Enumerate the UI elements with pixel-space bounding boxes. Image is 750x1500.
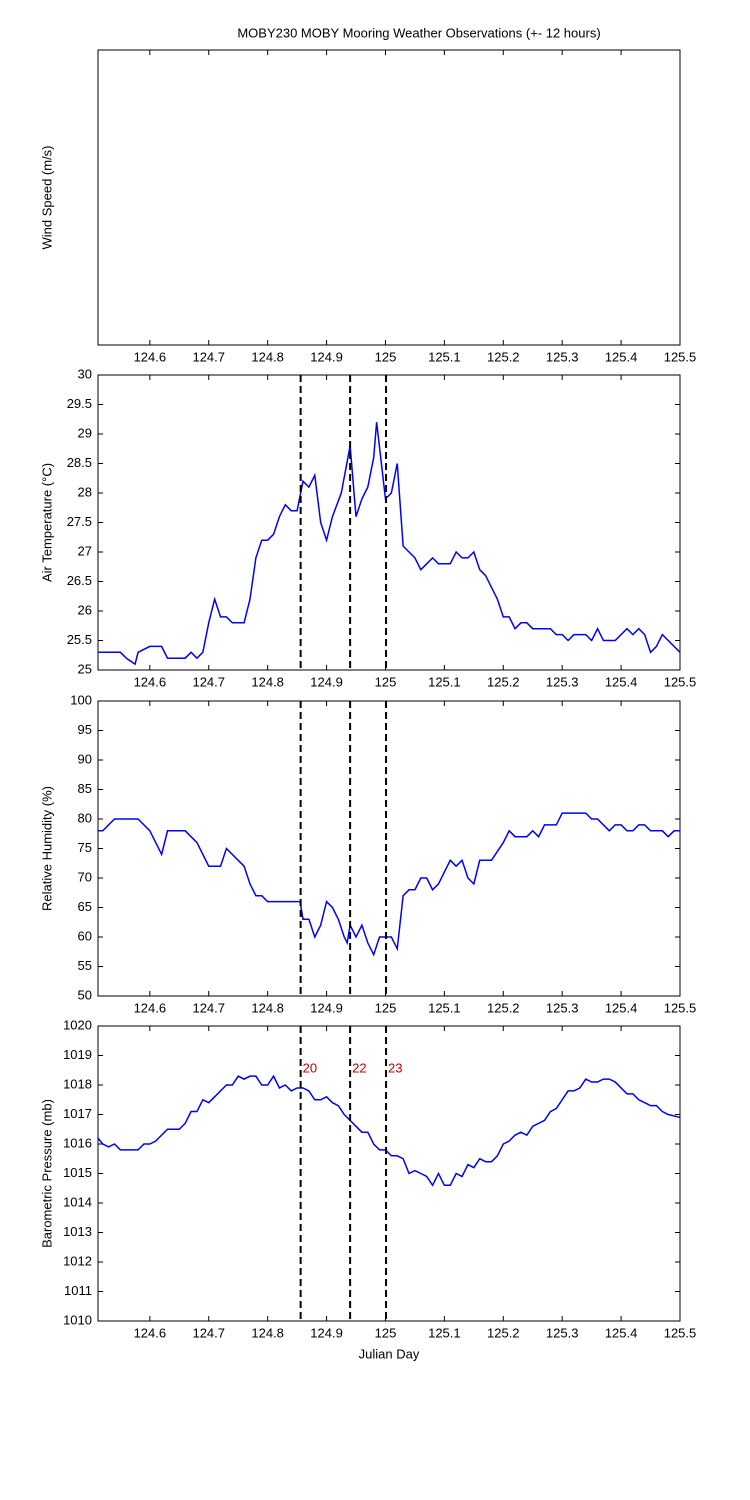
y-tick-label: 30 [78,366,92,381]
y-tick-label: 1011 [64,1283,92,1298]
y-tick-label: 25 [78,661,92,676]
x-tick-label: 125.5 [664,349,697,364]
x-tick-label: 125.1 [428,1325,461,1340]
x-tick-label: 124.9 [310,1000,343,1015]
x-tick-label: 125.4 [605,674,638,689]
y-tick-label: 65 [78,899,92,914]
plot-area [97,700,681,997]
x-tick-label: 125 [375,674,397,689]
y-tick-label: 1020 [63,1017,92,1032]
x-tick-label: 125.1 [428,1000,461,1015]
x-tick-label: 125.1 [428,674,461,689]
x-tick-label: 124.9 [310,1325,343,1340]
x-tick-label: 125 [375,1325,397,1340]
y-tick-label: 90 [78,751,92,766]
y-tick-label: 75 [78,840,92,855]
y-tick-label: 1019 [63,1047,92,1062]
y-tick-label: 1012 [63,1253,92,1268]
y-tick-label: 100 [70,692,92,707]
x-tick-label: 124.8 [251,349,284,364]
y-tick-label: 26.5 [67,573,92,588]
x-tick-label: 124.9 [310,674,343,689]
x-axis-label: Julian Day [359,1346,420,1361]
x-tick-label: 125 [375,1000,397,1015]
y-tick-label: 1014 [63,1194,92,1209]
plot-area [97,49,681,346]
x-tick-label: 124.6 [134,1325,167,1340]
x-tick-label: 124.8 [251,674,284,689]
x-tick-label: 124.7 [192,349,225,364]
y-tick-label: 25.5 [67,632,92,647]
y-tick-label: 50 [78,987,92,1002]
chart-title: MOBY230 MOBY Mooring Weather Observation… [237,25,600,40]
y-tick-label: 1018 [63,1076,92,1091]
y-tick-label: 55 [78,958,92,973]
x-tick-label: 125.5 [664,674,697,689]
y-tick-label: 26 [78,602,92,617]
x-tick-label: 124.8 [251,1325,284,1340]
y-tick-label: 27 [78,543,92,558]
x-tick-label: 124.6 [134,674,167,689]
x-tick-label: 125.4 [605,1000,638,1015]
data-line [97,1074,681,1187]
y-axis-label: Barometric Pressure (mb) [39,1099,54,1248]
x-tick-label: 125.4 [605,1325,638,1340]
x-tick-label: 125.1 [428,349,461,364]
plot-area [97,374,681,671]
data-line [98,812,680,957]
x-tick-label: 125 [375,349,397,364]
y-tick-label: 1013 [63,1224,92,1239]
x-tick-label: 125.2 [487,1325,520,1340]
x-tick-label: 124.6 [134,349,167,364]
y-tick-label: 95 [78,722,92,737]
x-tick-label: 125.5 [664,1325,697,1340]
x-tick-label: 125.3 [546,349,579,364]
y-tick-label: 1017 [63,1106,92,1121]
x-tick-label: 125.3 [546,1325,579,1340]
x-tick-label: 124.7 [192,674,225,689]
event-label: 22 [352,1060,366,1075]
x-tick-label: 125.2 [487,674,520,689]
data-line [98,422,681,666]
y-tick-label: 28.5 [67,455,92,470]
y-tick-label: 80 [78,810,92,825]
y-tick-label: 70 [78,869,92,884]
x-tick-label: 125.2 [487,1000,520,1015]
x-tick-label: 125.3 [546,1000,579,1015]
y-tick-label: 29 [78,425,92,440]
x-tick-label: 124.8 [251,1000,284,1015]
y-axis-label: Wind Speed (m/s) [39,145,54,249]
event-label: 20 [303,1060,317,1075]
y-tick-label: 1010 [63,1312,92,1327]
y-tick-label: 1016 [63,1135,92,1150]
x-tick-label: 125.5 [664,1000,697,1015]
x-tick-label: 124.7 [192,1000,225,1015]
plot-area [97,1025,681,1322]
event-label: 23 [388,1060,402,1075]
x-tick-label: 125.4 [605,349,638,364]
x-tick-label: 124.9 [310,349,343,364]
y-tick-label: 60 [78,928,92,943]
y-tick-label: 29.5 [67,396,92,411]
y-axis-label: Relative Humidity (%) [39,786,54,911]
y-tick-label: 28 [78,484,92,499]
x-tick-label: 125.2 [487,349,520,364]
x-tick-label: 125.3 [546,674,579,689]
y-tick-label: 1015 [63,1165,92,1180]
x-tick-label: 124.7 [192,1325,225,1340]
y-tick-label: 85 [78,781,92,796]
x-tick-label: 124.6 [134,1000,167,1015]
y-tick-label: 27.5 [67,514,92,529]
y-axis-label: Air Temperature (°C) [39,463,54,582]
